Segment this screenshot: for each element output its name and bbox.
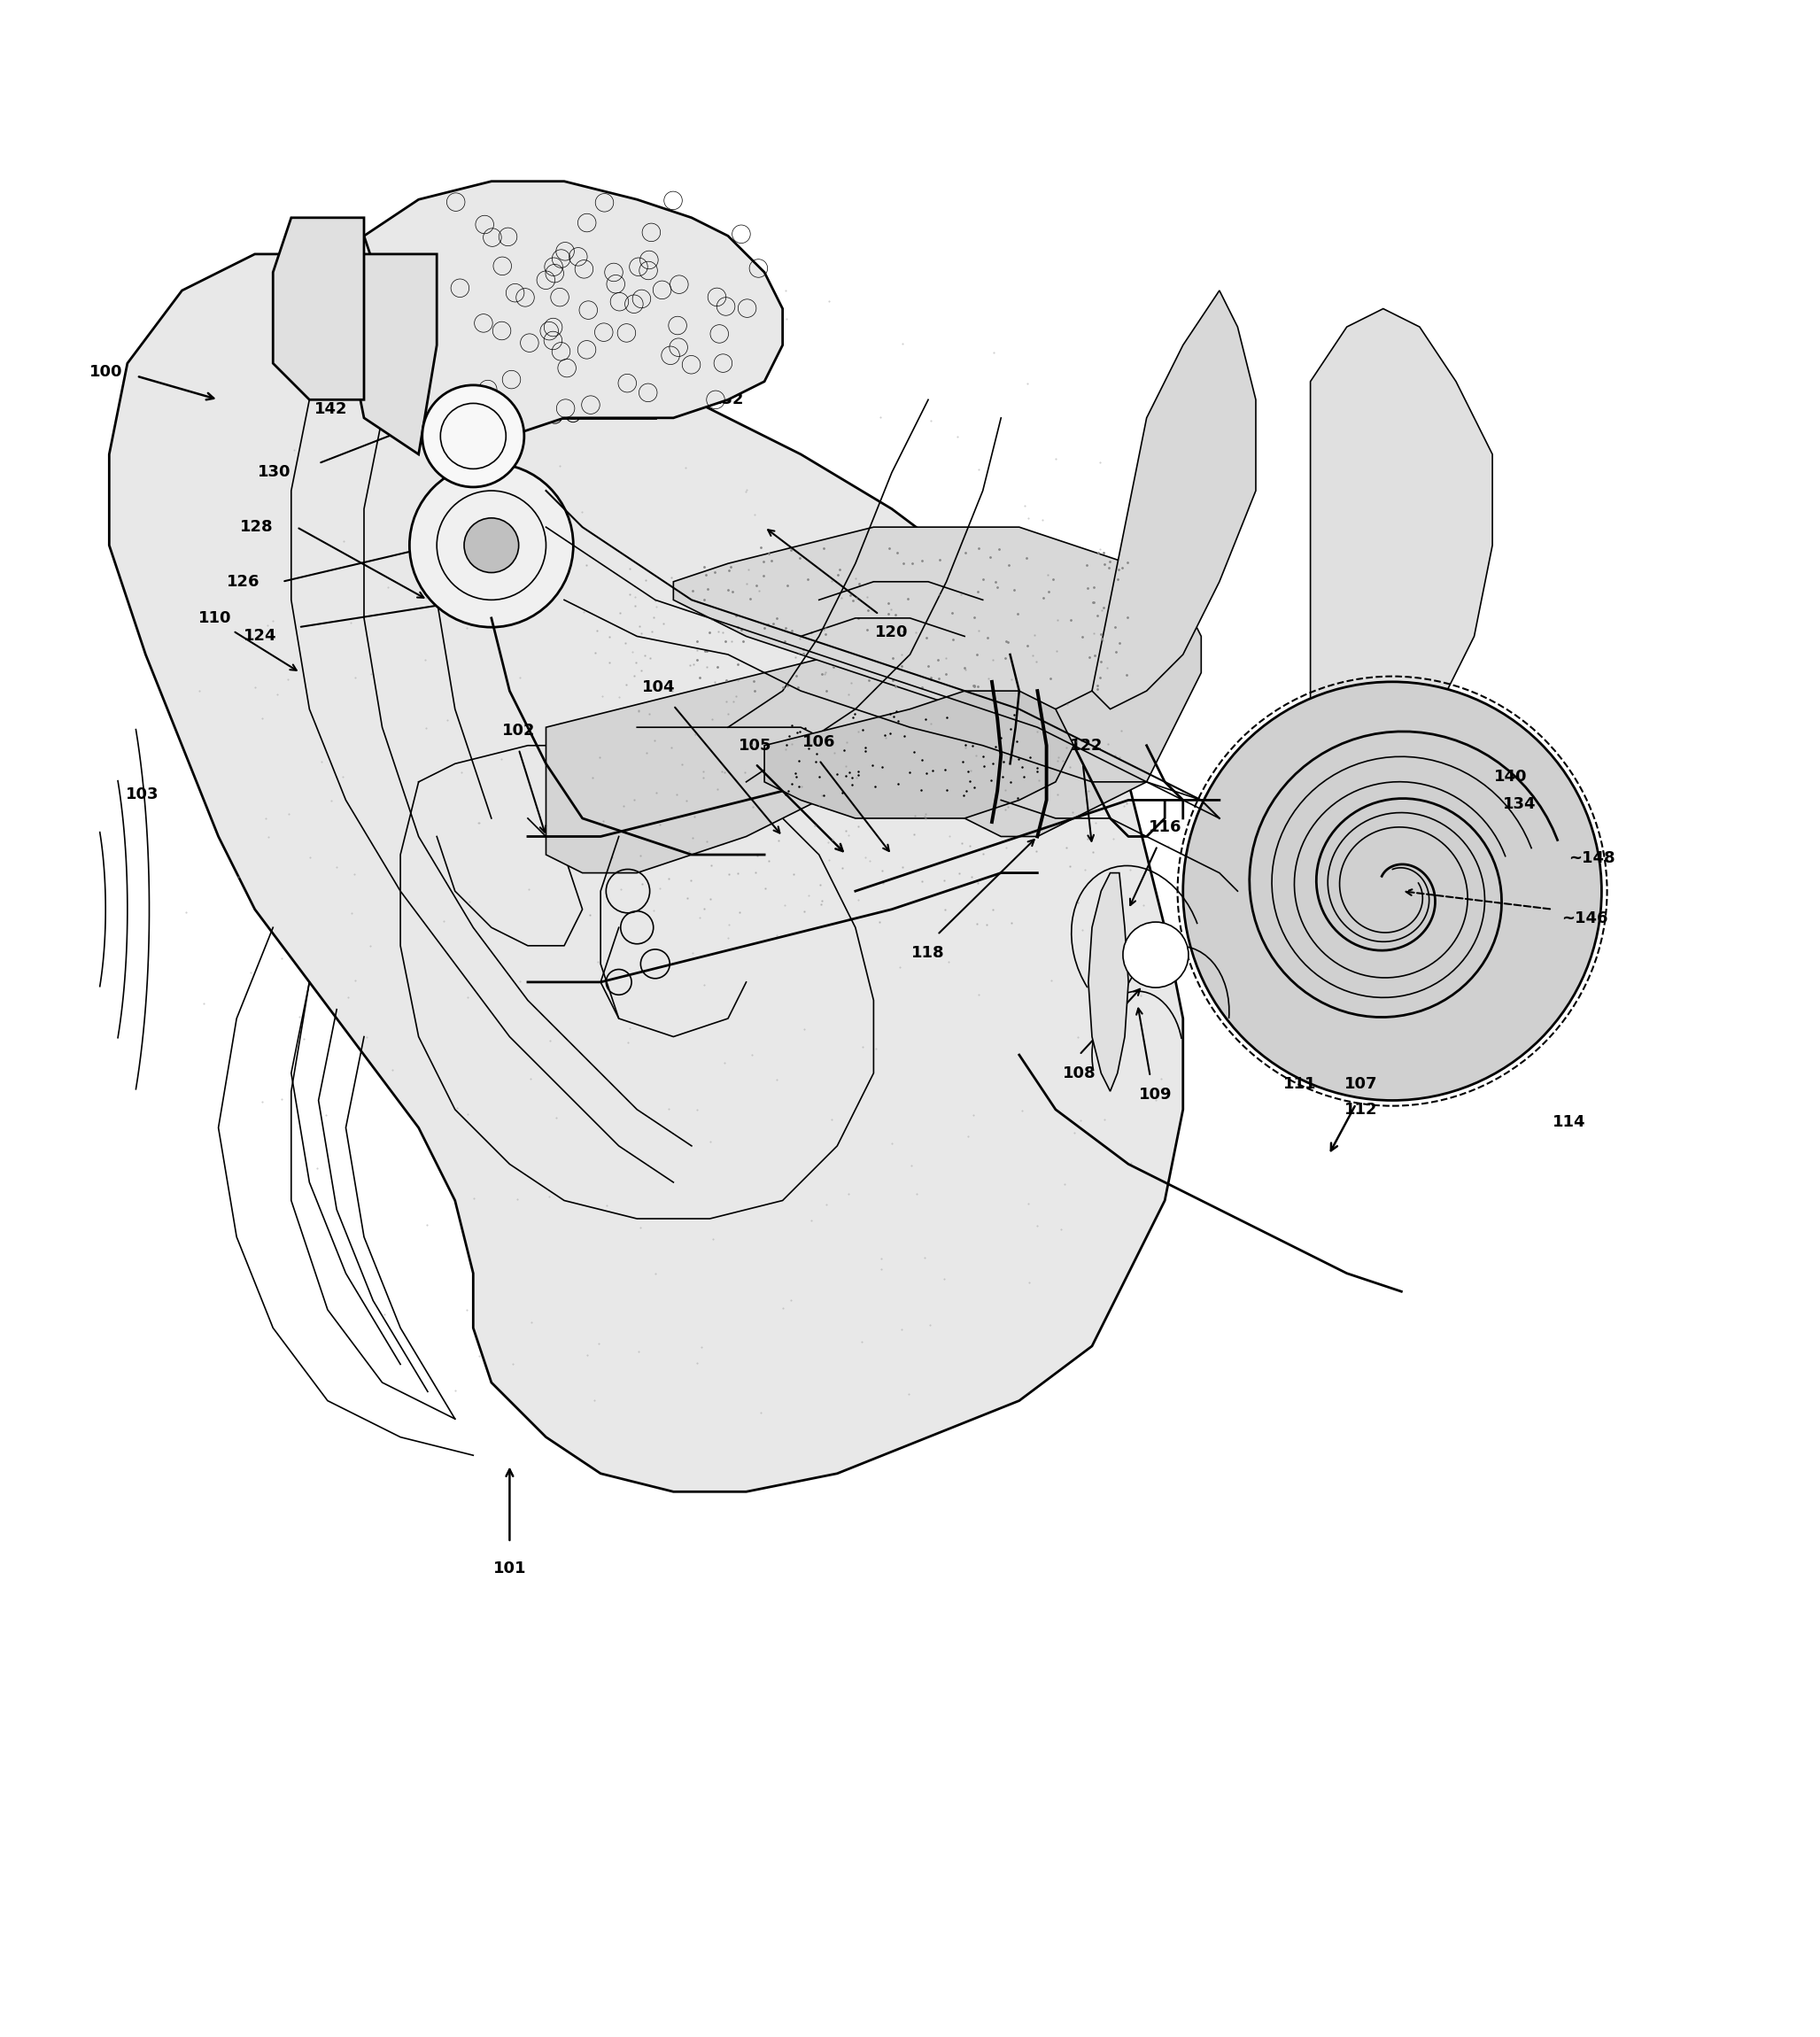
Circle shape [422,385,524,487]
Polygon shape [364,181,783,454]
Text: 104: 104 [642,678,675,695]
Text: 107: 107 [1345,1076,1378,1092]
Bar [382,236,655,418]
Text: 101: 101 [493,1560,526,1577]
Text: 105: 105 [739,737,772,754]
Polygon shape [546,583,1201,874]
Text: 112: 112 [1345,1102,1378,1118]
Text: 102: 102 [502,723,535,739]
Text: 109: 109 [1139,1088,1172,1102]
Text: 103: 103 [126,786,158,803]
Text: 144: 144 [612,387,644,401]
Text: 108: 108 [1063,1065,1096,1082]
Text: 140: 140 [1494,768,1527,784]
Text: 110: 110 [198,611,231,625]
Text: 120: 120 [875,625,908,640]
Text: 100: 100 [89,365,122,381]
Text: 126: 126 [228,574,260,589]
Circle shape [1123,923,1188,988]
Polygon shape [1092,291,1256,709]
Polygon shape [764,691,1074,819]
Text: 136: 136 [428,383,460,399]
Circle shape [410,462,573,627]
Text: 116: 116 [1148,819,1181,835]
Text: 132: 132 [712,391,744,407]
Text: 114: 114 [1552,1114,1585,1131]
Text: 124: 124 [244,627,277,644]
Text: 111: 111 [1283,1076,1316,1092]
Polygon shape [1088,874,1128,1092]
Text: 106: 106 [803,733,835,750]
Text: 142: 142 [315,401,348,418]
Polygon shape [673,528,1147,709]
Text: 122: 122 [1070,737,1103,754]
Polygon shape [109,255,1183,1491]
Circle shape [1183,682,1602,1100]
Text: ~148: ~148 [1569,849,1616,866]
Polygon shape [1310,310,1492,801]
Circle shape [464,517,519,572]
Text: 118: 118 [912,945,945,961]
Text: 134: 134 [1503,796,1536,811]
Polygon shape [273,218,364,399]
Text: 128: 128 [240,519,273,536]
Polygon shape [346,255,437,454]
Text: 130: 130 [258,464,291,481]
Text: ~146: ~146 [1562,911,1609,927]
